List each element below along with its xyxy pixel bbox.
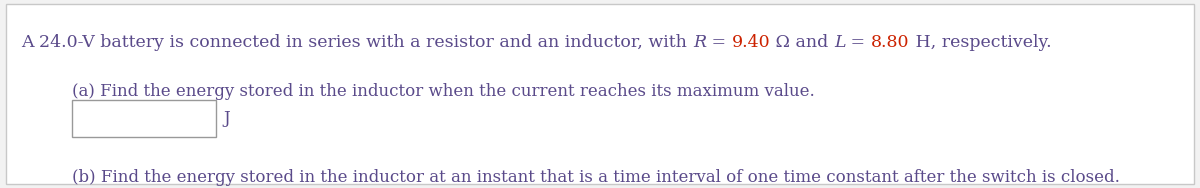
Text: R: R xyxy=(692,34,706,51)
Text: 9.40: 9.40 xyxy=(732,34,770,51)
Text: J: J xyxy=(223,110,230,127)
Text: 8.80: 8.80 xyxy=(871,34,910,51)
Text: L: L xyxy=(834,34,846,51)
Text: =: = xyxy=(706,34,732,51)
Text: =: = xyxy=(846,34,871,51)
Text: H, respectively.: H, respectively. xyxy=(910,34,1051,51)
FancyBboxPatch shape xyxy=(6,4,1194,184)
Text: Ω: Ω xyxy=(770,34,791,51)
Text: (b) Find the energy stored in the inductor at an instant that is a time interval: (b) Find the energy stored in the induct… xyxy=(72,169,1120,186)
Text: A 24.0-V battery is connected in series with a resistor and an inductor, with: A 24.0-V battery is connected in series … xyxy=(22,34,692,51)
FancyBboxPatch shape xyxy=(72,100,216,137)
Text: (a) Find the energy stored in the inductor when the current reaches its maximum : (a) Find the energy stored in the induct… xyxy=(72,83,815,100)
Text: and: and xyxy=(791,34,834,51)
